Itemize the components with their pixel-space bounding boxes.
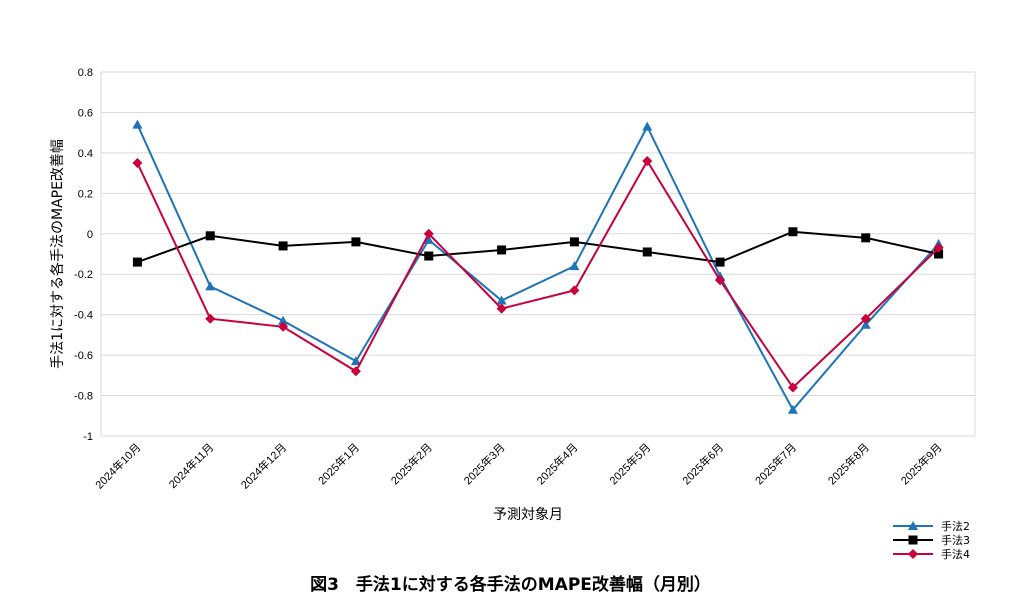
x-tick-label: 2025年8月 bbox=[825, 440, 872, 487]
data-point bbox=[496, 303, 507, 314]
legend-label: 手法2 bbox=[941, 519, 970, 533]
data-point bbox=[423, 228, 434, 239]
y-tick-label: 0.4 bbox=[78, 148, 93, 160]
y-tick-label: 0.6 bbox=[78, 107, 93, 119]
data-point bbox=[497, 245, 507, 255]
data-point bbox=[787, 404, 798, 414]
data-point bbox=[278, 315, 289, 325]
x-tick-label: 2025年4月 bbox=[533, 440, 580, 487]
data-point bbox=[205, 313, 216, 324]
x-axis-title: 予測対象月 bbox=[493, 507, 563, 523]
data-point bbox=[424, 251, 434, 261]
grid-layer bbox=[101, 71, 975, 437]
data-point bbox=[569, 261, 580, 271]
y-tick-label: -0.6 bbox=[74, 350, 93, 362]
y-axis-title: 手法1に対する各手法のMAPE改善幅 bbox=[50, 139, 66, 369]
x-tick-label: 2025年1月 bbox=[315, 440, 362, 487]
data-point bbox=[860, 319, 871, 329]
y-tick-label: -0.8 bbox=[74, 391, 93, 403]
data-point bbox=[715, 257, 725, 267]
series-3 bbox=[132, 155, 944, 393]
data-point bbox=[205, 281, 216, 291]
y-tick-label: 0 bbox=[87, 229, 93, 241]
data-point bbox=[788, 227, 798, 237]
data-point bbox=[205, 231, 215, 241]
series-line bbox=[137, 230, 939, 264]
series-layer bbox=[132, 119, 944, 414]
x-tick-label: 2025年6月 bbox=[679, 440, 726, 487]
legend-item: 手法3 bbox=[893, 533, 970, 547]
legend-label: 手法4 bbox=[941, 547, 970, 560]
data-point bbox=[860, 313, 871, 324]
data-point bbox=[351, 237, 361, 247]
data-point bbox=[132, 257, 142, 267]
data-point bbox=[278, 321, 289, 332]
data-point bbox=[861, 233, 871, 243]
figure-caption: 図3 手法1に対する各手法のMAPE改善幅（月別） bbox=[310, 575, 711, 595]
data-point bbox=[787, 382, 798, 393]
x-tick-label: 2024年11月 bbox=[166, 440, 217, 491]
legend-marker bbox=[908, 549, 918, 559]
data-point bbox=[934, 249, 944, 259]
series-line bbox=[136, 124, 940, 412]
series-line bbox=[136, 159, 940, 389]
data-point bbox=[132, 158, 143, 168]
data-point bbox=[569, 237, 579, 247]
data-point bbox=[132, 119, 143, 129]
data-point bbox=[933, 242, 944, 253]
legend-marker bbox=[908, 535, 918, 545]
data-point bbox=[423, 234, 434, 244]
y-tick-label: -0.2 bbox=[74, 269, 93, 281]
x-tick-label: 2024年10月 bbox=[92, 440, 143, 491]
legend-item: 手法4 bbox=[893, 547, 970, 560]
data-point bbox=[350, 356, 361, 366]
data-point bbox=[642, 121, 653, 131]
x-tick-label: 2024年12月 bbox=[238, 440, 289, 491]
x-tick-label: 2025年2月 bbox=[388, 440, 435, 487]
data-point bbox=[642, 247, 652, 257]
data-point bbox=[350, 366, 361, 377]
legend-marker bbox=[908, 521, 918, 530]
data-point bbox=[278, 241, 288, 251]
legend-label: 手法3 bbox=[941, 533, 970, 547]
y-tick-label: -1 bbox=[83, 431, 93, 443]
x-tick-label: 2025年9月 bbox=[898, 440, 945, 487]
data-point bbox=[642, 155, 653, 166]
series-2 bbox=[132, 227, 944, 267]
data-point bbox=[715, 275, 726, 286]
legend-item: 手法2 bbox=[893, 519, 970, 533]
x-tick-label: 2025年5月 bbox=[606, 440, 653, 487]
y-tick-label: 0.2 bbox=[78, 188, 93, 200]
data-point bbox=[569, 285, 580, 296]
x-tick-label: 2025年7月 bbox=[752, 440, 799, 487]
series-1 bbox=[132, 119, 944, 414]
y-tick-label: 0.8 bbox=[78, 67, 93, 79]
data-point bbox=[496, 295, 507, 305]
y-tick-label: -0.4 bbox=[74, 310, 93, 322]
x-tick-label: 2025年3月 bbox=[461, 440, 508, 487]
